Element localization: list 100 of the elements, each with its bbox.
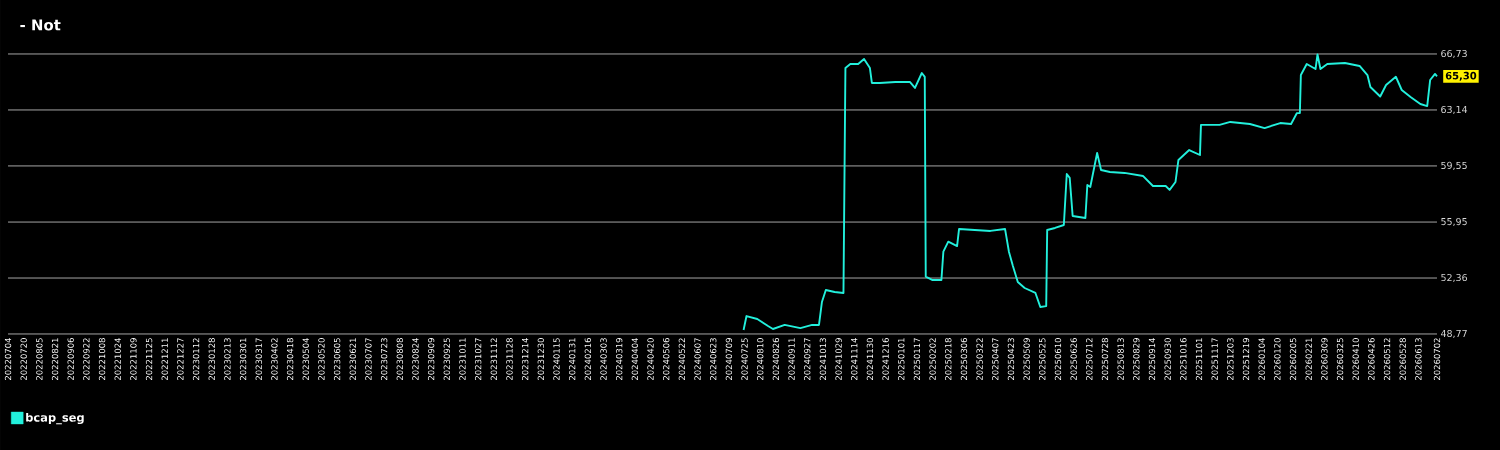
x-tick-label: 20231214	[521, 338, 529, 380]
x-tick-label: 20260104	[1258, 338, 1265, 380]
x-tick-label: 20240826	[772, 338, 780, 380]
x-tick-label: 20240420	[647, 338, 654, 380]
x-tick-label: 20250202	[929, 338, 936, 380]
x-tick-label: 20230808	[396, 338, 403, 380]
x-tick-label: 20240216	[584, 338, 592, 380]
y-tick-label: 63,14	[1441, 105, 1468, 115]
x-tick-label: 20260325	[1336, 338, 1344, 380]
x-tick-label: 20250101	[898, 338, 905, 380]
x-tick-label: 20260309	[1321, 338, 1328, 380]
x-tick-label: 20251101	[1195, 338, 1203, 380]
x-tick-label: 20240404	[631, 338, 639, 380]
x-tick-label: 20250829	[1133, 338, 1140, 380]
x-tick-label: 20230824	[412, 338, 419, 380]
x-tick-label: 20230707	[365, 338, 372, 380]
x-tick-label: 20230418	[286, 338, 294, 380]
x-tick-label: 20240319	[615, 338, 623, 380]
x-tick-label: 20250930	[1164, 338, 1171, 380]
x-tick-label: 20250407	[992, 338, 999, 380]
x-tick-label: 20221024	[114, 338, 121, 380]
x-tick-label: 20221125	[145, 338, 153, 380]
line-series	[742, 53, 1438, 331]
x-tick-label: 20240911	[788, 338, 795, 380]
x-tick-label: 20231027	[474, 338, 482, 380]
x-tick-label: 20221211	[161, 338, 168, 380]
x-tick-label: 20240303	[600, 338, 607, 380]
x-tick-label: 20260426	[1368, 338, 1375, 380]
x-tick-label: 20240725	[741, 338, 748, 380]
x-tick-label: 20230128	[208, 338, 215, 380]
annotation: 65,30	[1445, 71, 1477, 81]
x-tick-label: 20230520	[318, 338, 325, 380]
chart-title: - Not	[20, 19, 61, 31]
x-tick-label: 20260120	[1274, 338, 1281, 380]
x-tick-label: 20230112	[192, 338, 200, 380]
x-tick-label: 20250423	[1007, 338, 1015, 380]
x-tick-label: 20230317	[255, 338, 262, 380]
x-tick-label: 20251117	[1211, 338, 1218, 380]
y-tick-label: 59,55	[1441, 161, 1467, 170]
x-tick-label: 20220906	[67, 338, 74, 380]
x-tick-label: 20240927	[804, 338, 811, 380]
x-tick-label: 20241029	[835, 338, 842, 380]
x-tick-label: 20241013	[819, 338, 827, 380]
x-tick-label: 20260613	[1415, 338, 1422, 380]
x-tick-label: 20220720	[20, 338, 27, 380]
x-tick-label: 20240810	[757, 338, 764, 380]
x-tick-label: 20250813	[1117, 338, 1124, 380]
x-tick-label: 20250117	[913, 338, 921, 380]
x-tick-label: 20220922	[83, 338, 90, 380]
x-tick-label: 20240522	[678, 338, 686, 380]
y-tick-label: 52,36	[1441, 273, 1467, 283]
x-tick-label: 20250306	[960, 338, 968, 380]
x-tick-label: 20260205	[1289, 338, 1297, 380]
x-tick-label: 20260512	[1383, 338, 1391, 380]
x-tick-label: 20251016	[1180, 338, 1187, 380]
x-tick-label: 20250509	[1023, 338, 1030, 380]
x-tick-label: 20240115	[553, 338, 560, 380]
x-tick-label: 20250218	[945, 338, 952, 380]
x-tick-label: 20230504	[302, 338, 309, 380]
x-tick-label: 20260221	[1305, 338, 1312, 380]
x-tick-label: 20231230	[537, 338, 545, 380]
x-tick-label: 20260410	[1352, 338, 1359, 380]
x-tick-label: 20250610	[1054, 338, 1062, 380]
x-tick-label: 20250626	[1070, 338, 1077, 380]
x-tick-label: 20230909	[427, 338, 435, 380]
x-tick-label: 20240607	[694, 338, 701, 380]
legend-label: bcap_seg	[26, 412, 84, 425]
x-tick-label: 20230213	[224, 338, 231, 380]
x-tick-label: 20260528	[1399, 338, 1406, 380]
x-tick-label: 20230925	[443, 338, 451, 380]
x-tick-label: 20220805	[36, 338, 43, 380]
x-tick-label: 20250712	[1086, 338, 1093, 380]
x-tick-label: 20250914	[1148, 338, 1156, 380]
x-tick-label: 20230605	[333, 338, 341, 380]
x-tick-label: 20250525	[1039, 338, 1046, 380]
x-tick-label: 20250322	[976, 338, 983, 380]
x-tick-label: 20220821	[51, 338, 59, 380]
x-tick-label: 20230621	[349, 338, 356, 380]
x-tick-label: 20241130	[866, 338, 874, 380]
x-tick-label: 20251219	[1242, 338, 1250, 380]
x-tick-label: 20260702	[1433, 338, 1441, 380]
x-tick-label: 20220704	[4, 338, 12, 380]
x-tick-label: 20240506	[662, 338, 670, 380]
x-tick-label: 20230402	[271, 338, 278, 380]
x-tick-label: 20221227	[177, 338, 184, 380]
x-tick-label: 20250728	[1101, 338, 1109, 380]
x-tick-label: 20221109	[130, 338, 137, 380]
y-tick-label: 48,77	[1440, 329, 1467, 339]
x-tick-label: 20230301	[239, 338, 247, 380]
y-tick-label: 66,73	[1441, 49, 1467, 59]
y-tick-label: 55,95	[1441, 217, 1467, 227]
x-tick-label: 20231112	[490, 338, 498, 380]
x-tick-label: 20230723	[380, 338, 388, 380]
x-tick-label: 20240709	[725, 338, 733, 380]
x-tick-label: 20231128	[506, 338, 513, 380]
x-tick-label: 20240623	[710, 338, 717, 380]
x-tick-label: 20221008	[98, 338, 106, 380]
x-tick-label: 20231011	[459, 338, 466, 380]
x-tick-label: 20241114	[851, 338, 858, 380]
x-tick-label: 20241216	[882, 338, 889, 380]
